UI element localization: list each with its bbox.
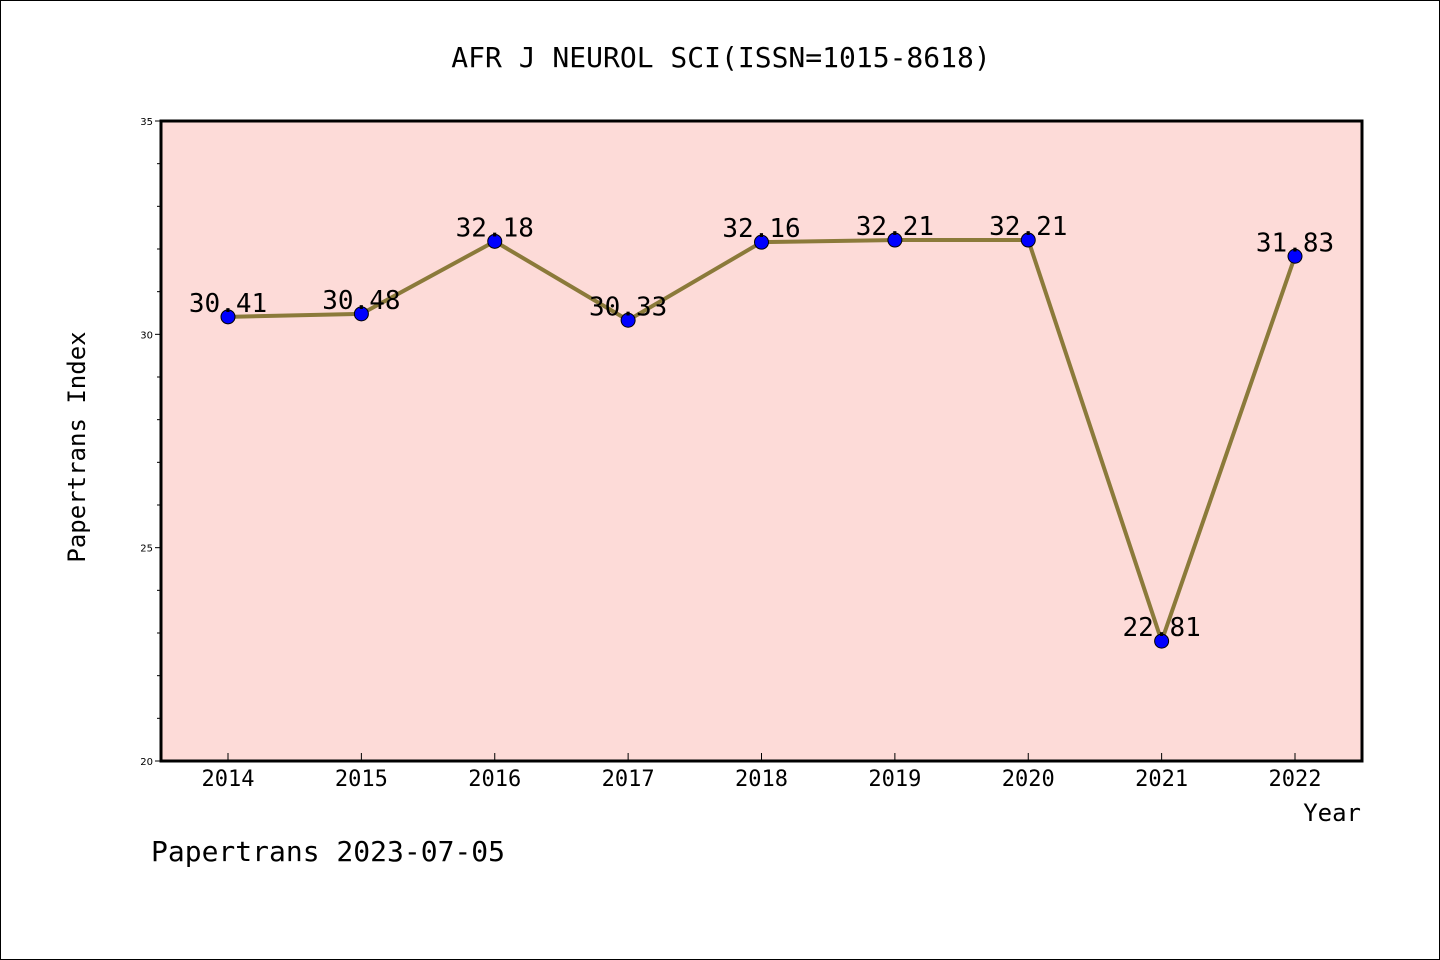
- y-tick-label: 20: [140, 757, 153, 768]
- data-point: [487, 233, 503, 249]
- y-tick-label: 30: [140, 330, 153, 341]
- y-tick-label: 25: [140, 544, 153, 555]
- data-label: 32.21: [856, 212, 934, 242]
- data-label: 30.48: [322, 286, 400, 316]
- data-point: [220, 309, 236, 325]
- data-point: [887, 232, 903, 248]
- x-tick-label: 2017: [602, 767, 655, 792]
- x-tick-label: 2014: [202, 767, 255, 792]
- data-point: [353, 306, 369, 322]
- data-point: [1287, 248, 1303, 264]
- x-tick-label: 2021: [1135, 767, 1188, 792]
- plot-area: [159, 119, 1364, 763]
- x-axis-label: Year: [1303, 799, 1361, 827]
- data-label: 22.81: [1122, 613, 1200, 643]
- series-group: 30.41 30.48 32.18 30.33 32.16 32.21 32.21 22.81…: [189, 212, 1334, 649]
- x-tick-label: 2022: [1269, 767, 1322, 792]
- data-label: 31.83: [1256, 228, 1334, 258]
- x-tick-label: 2018: [735, 767, 788, 792]
- y-tick-label: 35: [140, 117, 153, 128]
- footer-stamp: Papertrans 2023-07-05: [151, 835, 506, 868]
- data-label: 32.16: [722, 214, 800, 244]
- y-axis: 20 25 30 35: [140, 117, 161, 768]
- x-tick-label: 2020: [1002, 767, 1055, 792]
- x-tick-label: 2016: [468, 767, 521, 792]
- data-label: 32.18: [456, 213, 534, 243]
- data-point: [620, 312, 636, 328]
- data-label: 32.21: [989, 212, 1067, 242]
- data-label: 30.41: [189, 289, 267, 319]
- data-point: [1020, 232, 1036, 248]
- y-axis-label: Papertrans Index: [63, 331, 91, 562]
- data-point: [1154, 633, 1170, 649]
- data-point: [754, 234, 769, 250]
- x-tick-label: 2019: [868, 767, 921, 792]
- x-tick-label: 2015: [335, 767, 388, 792]
- chart-title: AFR J NEUROL SCI(ISSN=1015-8618): [451, 41, 990, 74]
- x-axis: 2014 2015 2016 2017 2018 2019 2020 2021 2022: [202, 753, 1322, 792]
- data-label: 30.33: [589, 292, 667, 322]
